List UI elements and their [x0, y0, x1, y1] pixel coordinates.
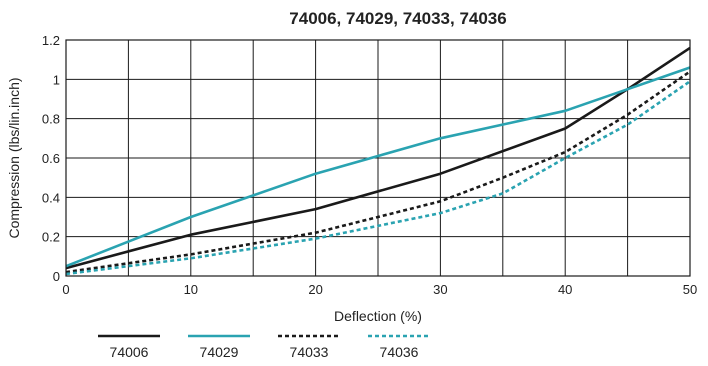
y-tick-label: 1: [53, 72, 60, 87]
y-axis-label: Compression (lbs/lin.inch): [6, 77, 22, 238]
legend-label-74036: 74036: [380, 344, 419, 360]
legend-label-74006: 74006: [110, 344, 149, 360]
series-lines: [65, 46, 691, 276]
legend-label-74029: 74029: [200, 344, 239, 360]
x-tick-label: 20: [308, 282, 322, 297]
y-tick-label: 0.4: [42, 190, 60, 205]
series-line-74033: [65, 70, 691, 274]
y-tick-label: 0.6: [42, 151, 60, 166]
x-tick-label: 0: [62, 282, 69, 297]
x-tick-label: 40: [558, 282, 572, 297]
legend-label-74033: 74033: [290, 344, 329, 360]
y-tick-label: 0: [53, 269, 60, 284]
y-tick-label: 0.2: [42, 230, 60, 245]
y-tick-labels: 0 0.2 0.4 0.6 0.8 1 1.2: [42, 33, 60, 284]
x-tick-labels: 0 10 20 30 40 50: [62, 282, 697, 297]
y-tick-label: 0.8: [42, 112, 60, 127]
series-line-74036: [65, 80, 691, 276]
chart-title: 74006, 74029, 74033, 74036: [289, 9, 506, 28]
y-tick-label: 1.2: [42, 33, 60, 48]
x-tick-label: 30: [433, 282, 447, 297]
x-tick-label: 50: [683, 282, 697, 297]
legend: 74006 74029 74033 74036: [98, 334, 430, 360]
series-line-74029: [65, 66, 691, 268]
grid: [66, 40, 690, 276]
plot-frame: [65, 39, 691, 277]
x-tick-label: 10: [184, 282, 198, 297]
x-axis-label: Deflection (%): [334, 308, 422, 324]
